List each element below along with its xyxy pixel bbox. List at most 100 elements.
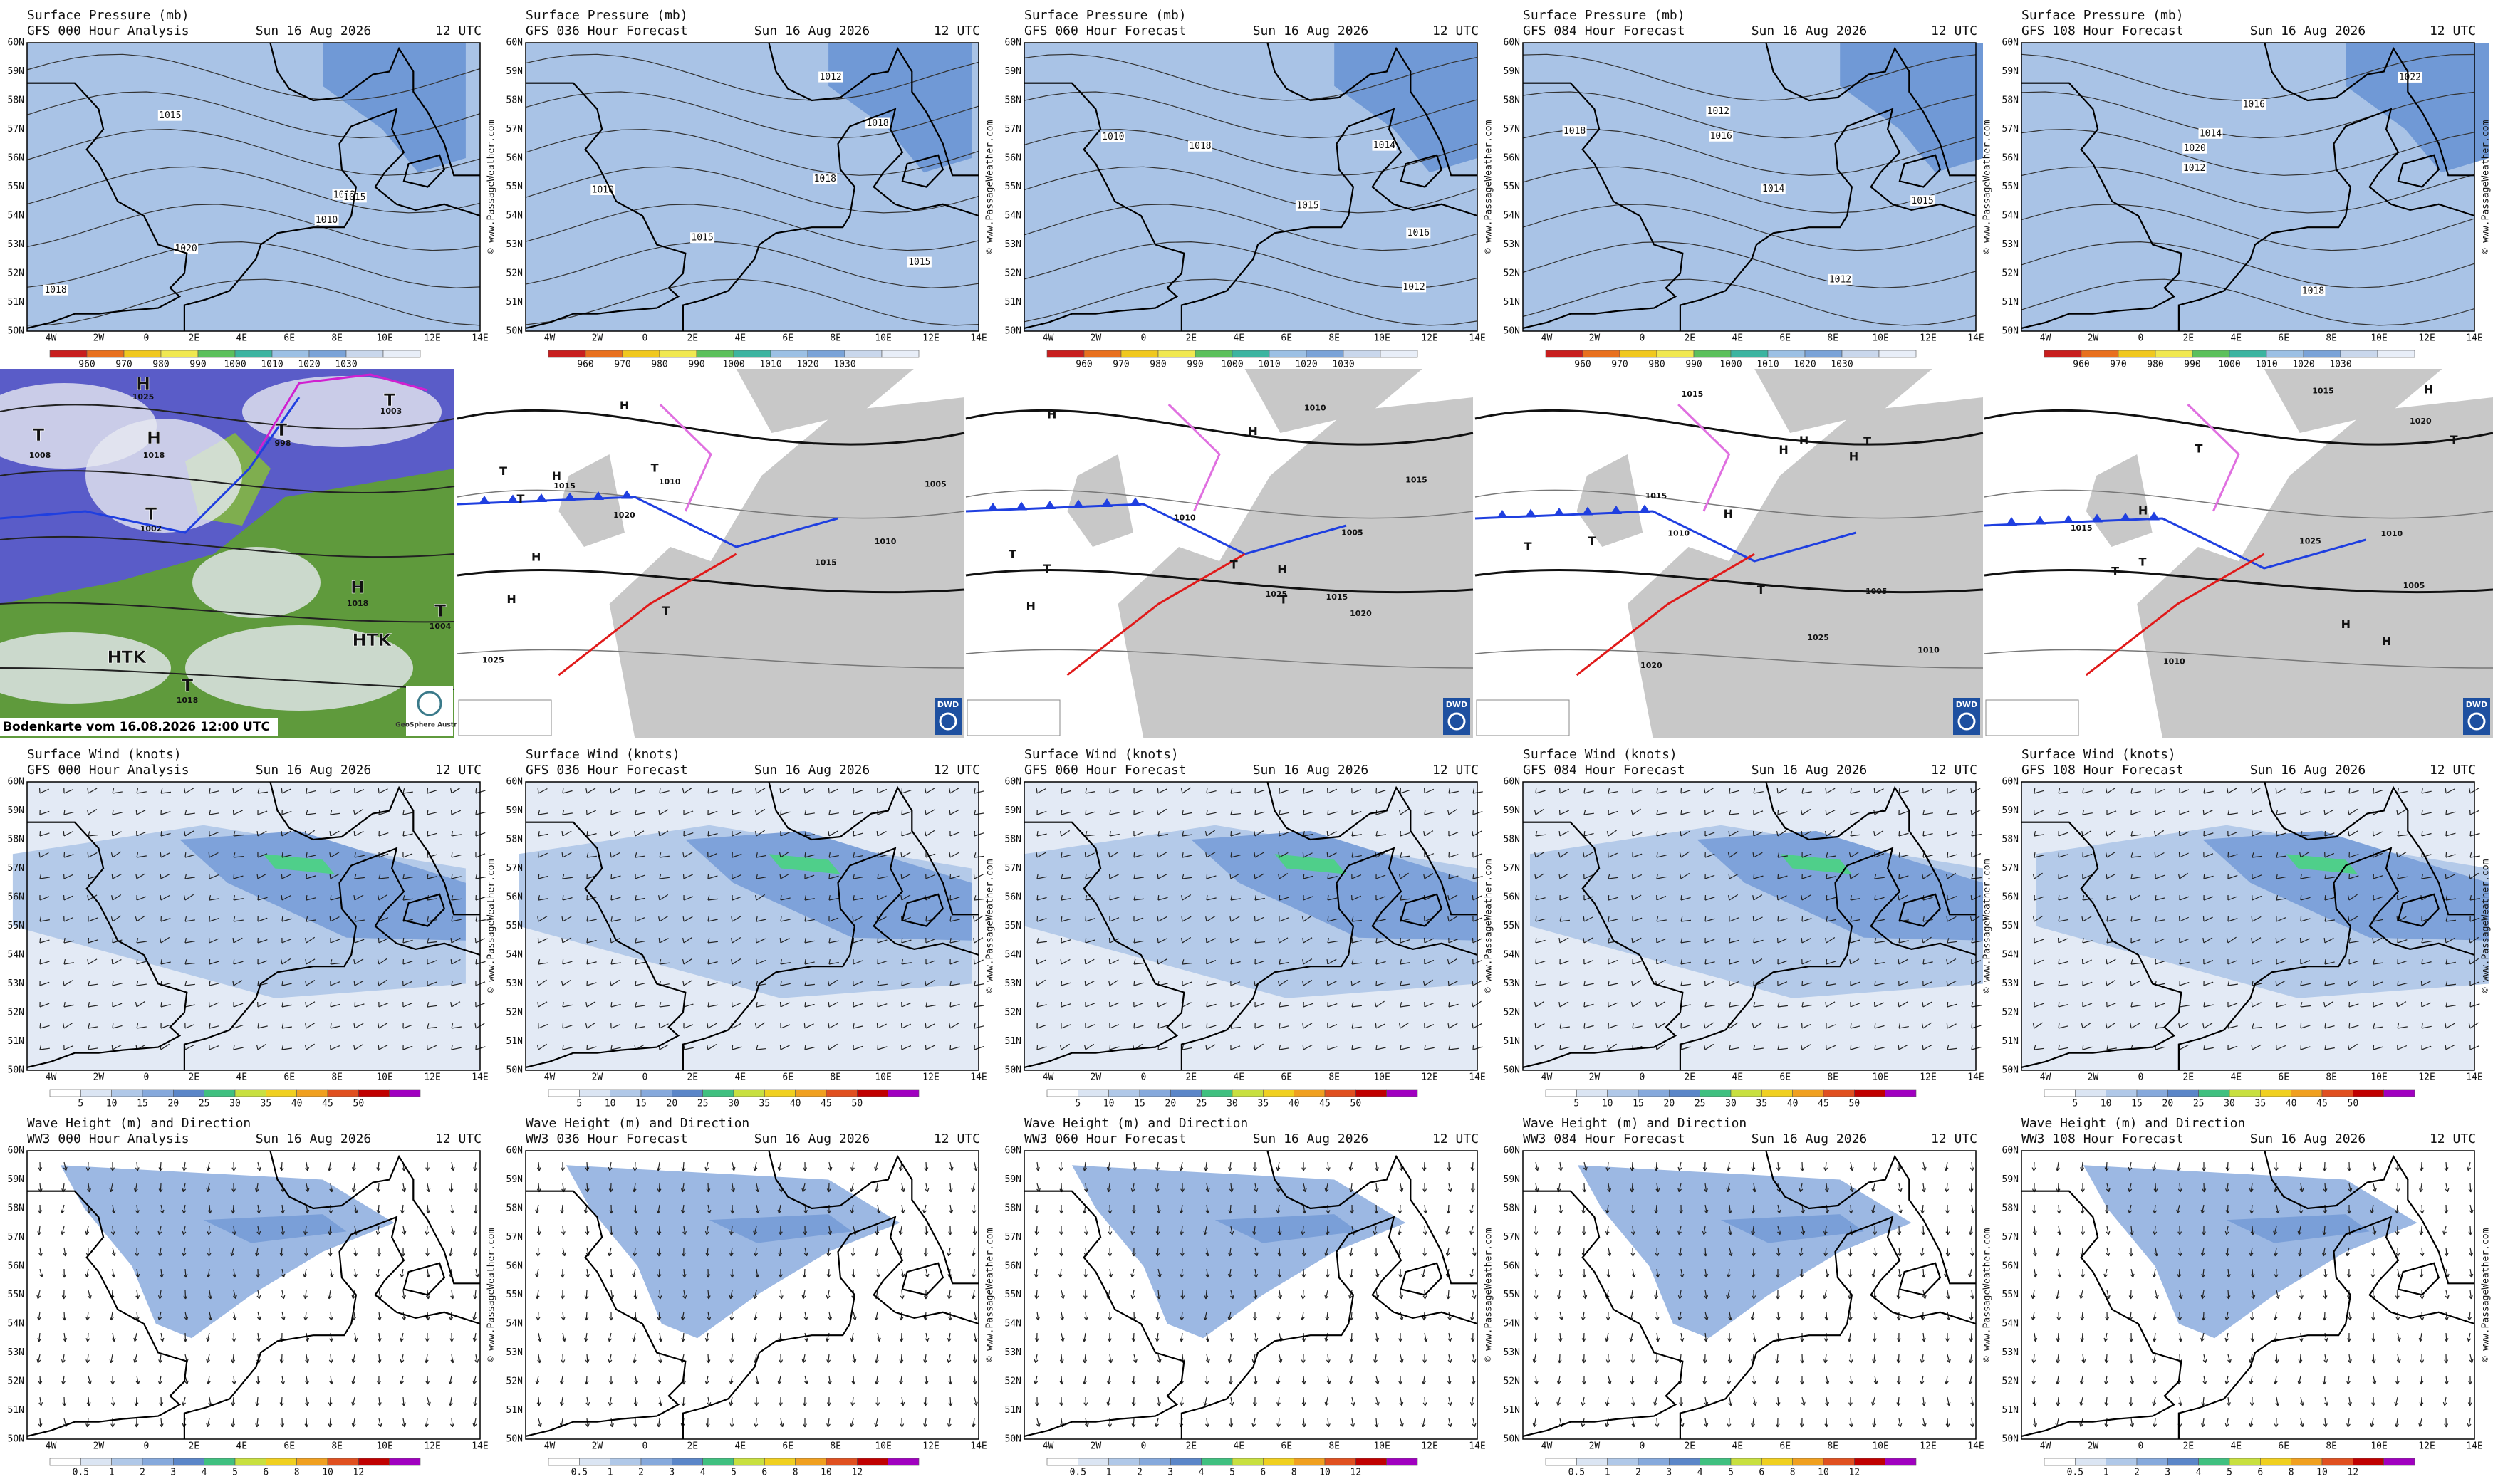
- wave-arrow-head: [255, 1423, 260, 1428]
- wind-barb-tick: [1898, 1044, 1900, 1050]
- wave-arrow-head: [159, 1423, 164, 1428]
- wind-barb: [828, 855, 839, 858]
- colorbar-segment: [857, 1458, 888, 1466]
- wind-barb: [1303, 875, 1313, 879]
- lat-label: 59N: [8, 805, 24, 816]
- wind-barb-tick: [1279, 894, 1281, 901]
- wind-barb: [828, 940, 839, 944]
- wave-arrow: [257, 1204, 260, 1213]
- colorbar-segment: [1545, 1089, 1577, 1097]
- wind-barb: [586, 1001, 596, 1008]
- wind-barb: [2324, 961, 2335, 965]
- colorbar-segment: [1767, 350, 1806, 358]
- wind-barb: [683, 916, 693, 922]
- wind-barb: [2252, 810, 2262, 815]
- wave-arrow: [1206, 1204, 1209, 1213]
- wind-barb-tick: [2226, 938, 2229, 944]
- wind-barb: [1230, 855, 1241, 858]
- wind-barb: [707, 898, 718, 901]
- wind-barb-tick: [377, 981, 380, 986]
- lat-label: 57N: [8, 1232, 24, 1243]
- wind-barb: [1680, 830, 1690, 837]
- wind-barb: [136, 961, 147, 965]
- wind-barb-tick: [1133, 874, 1136, 879]
- wave-arrow-head: [1472, 1359, 1477, 1364]
- colorbar-label: 1030: [335, 360, 357, 370]
- wind-barb: [1424, 1002, 1435, 1008]
- lat-label: 57N: [8, 863, 24, 874]
- wind-barb: [1230, 791, 1241, 794]
- wave-arrow: [1703, 1226, 1706, 1235]
- wind-barb-tick: [184, 981, 187, 986]
- wind-barb: [1656, 895, 1667, 901]
- wind-barb-tick: [1447, 810, 1450, 815]
- wind-barb: [2155, 1026, 2165, 1029]
- wind-barb: [538, 938, 548, 944]
- isobar: [1522, 166, 1977, 214]
- wind-barb-tick: [1801, 1045, 1803, 1050]
- panel-title: Surface Pressure (mb): [526, 8, 688, 23]
- wave-arrow-head: [949, 1166, 954, 1171]
- wave-arrow: [135, 1396, 137, 1406]
- wind-barb: [1656, 1001, 1666, 1008]
- wind-barb: [1230, 832, 1241, 837]
- wave-arrow: [1157, 1396, 1160, 1406]
- wind-barb: [586, 855, 597, 858]
- wave-arrow-head: [377, 1317, 382, 1321]
- wave-arrow-head: [1728, 1230, 1733, 1235]
- colorbar-segment: [123, 350, 162, 358]
- wind-barb-tick: [2348, 938, 2351, 944]
- wind-barb-tick: [804, 938, 806, 944]
- wind-barb: [610, 919, 621, 922]
- wind-barb: [2227, 918, 2238, 922]
- wind-barb: [1303, 1044, 1313, 1050]
- wave-arrow-head: [972, 1210, 977, 1214]
- wave-arrow-head: [1533, 1210, 1538, 1214]
- wind-barb: [1133, 854, 1144, 858]
- wave-arrow: [1398, 1226, 1401, 1235]
- wave-arrow-head: [474, 1273, 479, 1278]
- wind-barb-tick: [1558, 1001, 1561, 1008]
- wave-arrow-head: [657, 1381, 662, 1385]
- wave-arrow-head: [1301, 1338, 1306, 1342]
- wind-barb: [2034, 872, 2043, 879]
- wave-arrow-head: [584, 1381, 589, 1385]
- colorbar-segment: [389, 1458, 421, 1466]
- wave-arrow-head: [609, 1210, 614, 1214]
- wave-arrow-head: [1655, 1230, 1660, 1235]
- wind-barb: [39, 1047, 50, 1050]
- lon-label: 14E: [970, 333, 987, 344]
- wave-arrow-head: [924, 1381, 929, 1385]
- wave-arrow: [257, 1161, 261, 1171]
- lat-label: 59N: [2002, 66, 2019, 77]
- wind-barb: [1632, 1000, 1641, 1008]
- isobar-label-box: [1562, 125, 1587, 137]
- wave-arrow: [110, 1354, 113, 1363]
- wave-arrow-head: [1034, 1252, 1039, 1257]
- wave-arrow: [1351, 1418, 1354, 1427]
- wave-arrow-head: [304, 1423, 309, 1428]
- wind-barb: [1947, 1003, 1957, 1008]
- wave-arrow-head: [135, 1273, 140, 1278]
- wave-arrow: [1704, 1268, 1707, 1277]
- lat-label: 55N: [8, 1290, 24, 1300]
- colorbar-segment: [764, 1458, 796, 1466]
- wave-arrow: [974, 1354, 976, 1364]
- wave-arrow-head: [1252, 1402, 1257, 1406]
- wave-arrow-head: [1155, 1188, 1160, 1193]
- wave-arrow-head: [1276, 1166, 1281, 1171]
- wave-arrow: [948, 1290, 951, 1299]
- wind-barb: [1535, 808, 1545, 815]
- wind-barb-tick: [2032, 1023, 2035, 1029]
- wind-barb-tick: [402, 809, 405, 815]
- colorbar-segment: [2106, 1089, 2138, 1097]
- wind-barb-tick: [1398, 874, 1401, 879]
- lon-label: 2E: [1185, 333, 1197, 344]
- wave-arrow-head: [537, 1337, 542, 1342]
- wind-barb-tick: [2276, 830, 2278, 837]
- wind-barb: [925, 830, 935, 837]
- wave-arrow: [974, 1226, 976, 1235]
- wind-barb-tick: [610, 873, 613, 879]
- wave-arrow-head: [303, 1253, 308, 1257]
- wind-barb-tick: [1608, 874, 1610, 879]
